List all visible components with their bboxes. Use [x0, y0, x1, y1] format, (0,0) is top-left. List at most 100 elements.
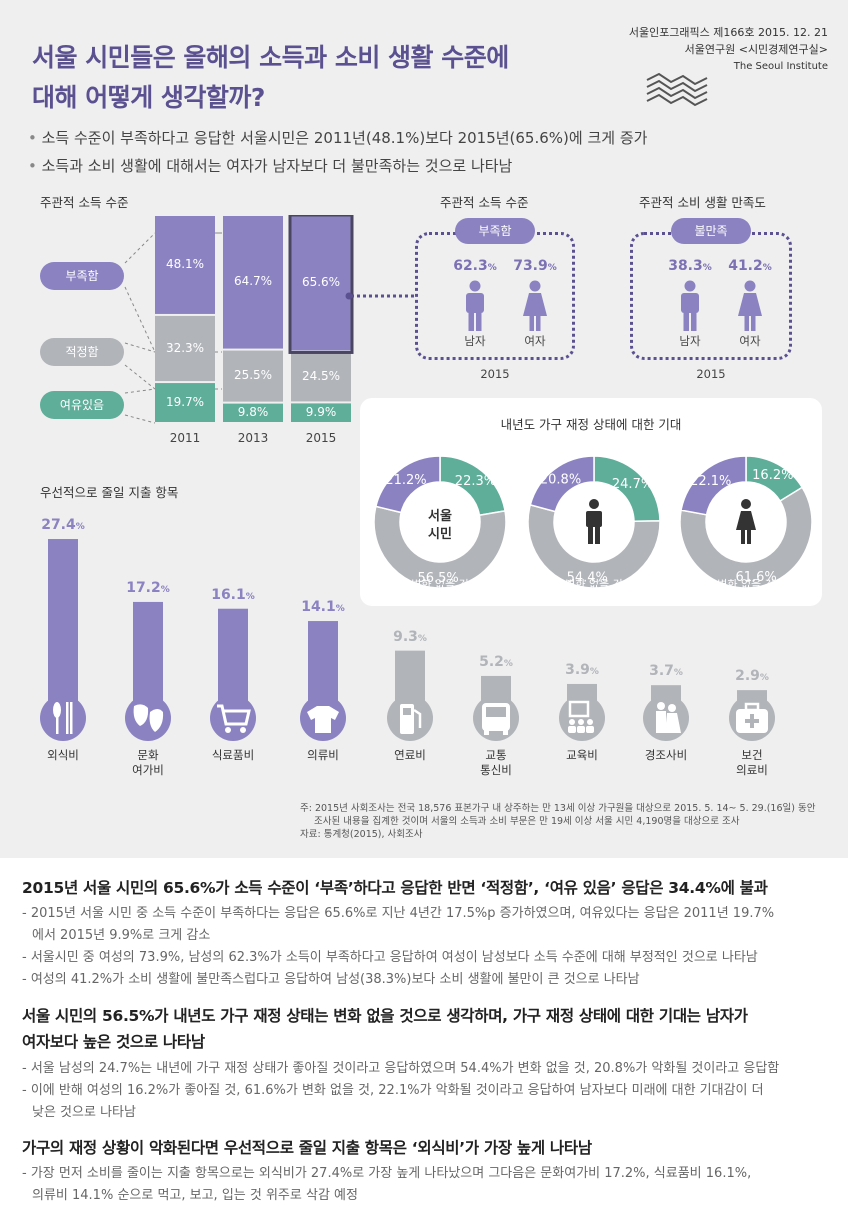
expense-bar-base	[40, 695, 86, 741]
year-label: 2011	[169, 431, 201, 445]
donut-slice	[680, 455, 747, 516]
donut-center-label: 서울	[428, 508, 452, 524]
female-icon	[736, 499, 756, 544]
consumption-gender-year: 2015	[696, 367, 726, 381]
note-line-1: 주: 2015년 사회조사는 전국 18,576 표본가구 내 상주하는 만 1…	[300, 803, 816, 814]
donut-value-label: 22.1%	[690, 474, 731, 489]
first-aid-kit-icon	[736, 702, 768, 733]
donut-value-label: 22.3%	[455, 474, 496, 489]
expense-bar-base	[210, 695, 256, 741]
classroom-icon	[568, 700, 594, 733]
finding-1-item: - 여성의 41.2%가 소비 생활에 불만족스럽다고 응답하여 남성(38.3…	[22, 972, 640, 987]
expense-category-label: 식료품비	[211, 748, 255, 762]
donut-title: 내년도 가구 재정 상태에 대한 기대	[500, 417, 682, 432]
expense-category-label: 경조사비	[644, 748, 688, 762]
note-line-2: 조사된 내용을 집계한 것이며 서울의 소득과 소비 부문은 만 19세 이상 …	[314, 816, 740, 827]
donut-center-label: 시민	[428, 526, 452, 542]
expense-bars	[40, 539, 775, 741]
income-value-label: 24.5%	[301, 368, 341, 383]
finding-1-item: - 서울시민 중 여성의 73.9%, 남성의 62.3%가 소득이 부족하다고…	[22, 950, 758, 965]
income-value-label: 64.7%	[233, 274, 273, 289]
income-bar-segment	[155, 315, 215, 382]
expense-value-label: 27.4%	[41, 517, 85, 534]
finding-2-item: 낮은 것으로 나타남	[32, 1105, 136, 1120]
donut-slice	[374, 455, 441, 514]
donut-category-label: 변화 없을 것	[717, 578, 775, 591]
expense-category-label: 의류비	[307, 748, 339, 762]
bullet-1: 소득 수준이 부족하다고 응답한 서울시민은 2011년(48.1%)보다 20…	[28, 124, 648, 152]
male-icon	[586, 499, 602, 544]
pub-issue: 서울인포그래픽스 제166호 2015. 12. 21	[628, 26, 828, 39]
title-line-2: 대해 어떻게 생각할까?	[32, 83, 265, 112]
finding-1-item: - 2015년 서울 시민 중 소득 수준이 부족하다는 응답은 65.6%로 …	[22, 906, 775, 921]
publisher-block: 서울인포그래픽스 제166호 2015. 12. 21 서울연구원 <시민경제연…	[629, 24, 828, 75]
wedding-couple-icon	[656, 702, 681, 733]
income-value-label: 65.6%	[301, 275, 341, 290]
finding-2-item: - 서울 남성의 24.7%는 내년에 가구 재정 상태가 좋아질 것이라고 응…	[22, 1061, 780, 1076]
income-value-label: 9.9%	[305, 404, 337, 419]
donut-value-label: 24.7%	[612, 477, 653, 492]
expense-category-label: 문화 여가비	[132, 748, 164, 777]
expense-value-label: 16.1%	[211, 586, 255, 603]
expense-value-label: 17.2%	[126, 579, 170, 596]
income-chart-title: 주관적 소득 수준	[40, 195, 129, 210]
finding-1-item: 에서 2015년 9.9%로 크게 감소	[32, 928, 211, 943]
income-bar-segment	[223, 350, 283, 402]
finding-3-item: 의류비 14.1% 순으로 먹고, 보고, 입는 것 위주로 삭감 예정	[32, 1188, 358, 1203]
finding-2-heading-cont: 여자보다 높은 것으로 나타남	[22, 1033, 205, 1051]
pub-org: 서울연구원 <시민경제연구실>	[684, 43, 828, 56]
male-icon	[681, 280, 699, 331]
income-value-label: 32.3%	[165, 340, 205, 355]
income-gender-pill: 부족함	[455, 218, 535, 244]
gender-percent: 73.9%	[513, 258, 557, 274]
expense-value-label: 14.1%	[301, 599, 345, 616]
expense-category-label: 교육비	[566, 748, 598, 762]
income-bar-segment	[223, 216, 283, 349]
title-line-1: 서울 시민들은 올해의 소득과 소비 생활 수준에	[32, 43, 509, 72]
finding-1-heading: 2015년 서울 시민의 65.6%가 소득 수준이 ‘부족’하다고 응답한 반…	[22, 879, 768, 897]
gender-percent: 41.2%	[728, 258, 772, 274]
donut-value-label: 56.5%	[417, 571, 458, 586]
year-label: 2013	[237, 431, 269, 445]
female-icon	[738, 280, 762, 331]
donut-value-label: 54.4%	[567, 571, 608, 586]
donut-value-label: 61.6%	[735, 570, 776, 585]
gender-percent: 62.3%	[453, 258, 497, 274]
legend-lack: 부족함	[40, 262, 124, 290]
summary-bullets: 소득 수준이 부족하다고 응답한 서울시민은 2011년(48.1%)보다 20…	[28, 124, 648, 180]
donut-value-label: 16.2%	[752, 468, 793, 483]
seoul-institute-logo-icon	[646, 72, 708, 107]
donut-slice	[679, 486, 813, 589]
consumption-gender-pill: 불만족	[671, 218, 751, 244]
expense-bar-base	[125, 695, 171, 741]
male-icon	[466, 280, 484, 331]
highlight-frame	[288, 215, 354, 354]
income-bar-segment	[223, 403, 283, 422]
year-label: 2015	[305, 431, 337, 445]
gender-percent: 38.3%	[668, 258, 712, 274]
finding-3-item: - 가장 먼저 소비를 줄이는 지출 항목으로는 외식비가 27.4%로 가장 …	[22, 1166, 752, 1181]
note-source: 자료: 통계청(2015), 사회조사	[300, 829, 423, 840]
expense-value-label: 9.3%	[393, 628, 427, 645]
gender-label: 여자	[524, 334, 546, 348]
finding-2-item: - 이에 반해 여성의 16.2%가 좋아질 것, 61.6%가 변화 없을 것…	[22, 1083, 764, 1098]
income-bar-segment	[291, 352, 351, 402]
theater-masks-icon	[133, 704, 164, 732]
donut-value-label: 21.2%	[385, 473, 426, 488]
income-bar-segment	[291, 216, 351, 351]
consumption-gender-title: 주관적 소비 생활 만족도	[639, 195, 766, 210]
shopping-cart-icon	[217, 704, 251, 733]
expense-category-label: 연료비	[394, 748, 426, 762]
gender-label: 남자	[679, 334, 701, 348]
expense-category-label: 보건 의료비	[736, 748, 768, 777]
page-title: 서울 시민들은 올해의 소득과 소비 생활 수준에 대해 어떻게 생각할까?	[32, 38, 509, 118]
finding-2-heading: 서울 시민의 56.5%가 내년도 가구 재정 상태는 변화 없을 것으로 생각…	[22, 1007, 748, 1025]
gender-label: 남자	[464, 334, 486, 348]
dining-icon	[53, 702, 73, 734]
expense-chart-title: 우선적으로 줄일 지출 항목	[40, 485, 179, 500]
expense-value-label: 3.9%	[565, 661, 599, 678]
footnote: 주: 2015년 사회조사는 전국 18,576 표본가구 내 상주하는 만 1…	[300, 802, 815, 841]
pub-org-en: The Seoul Institute	[733, 61, 828, 72]
finding-3-heading: 가구의 재정 상황이 악화된다면 우선적으로 줄일 지출 항목은 ‘외식비’가 …	[22, 1139, 592, 1157]
bullet-2: 소득과 소비 생활에 대해서는 여자가 남자보다 더 불만족하는 것으로 나타남	[28, 152, 647, 180]
